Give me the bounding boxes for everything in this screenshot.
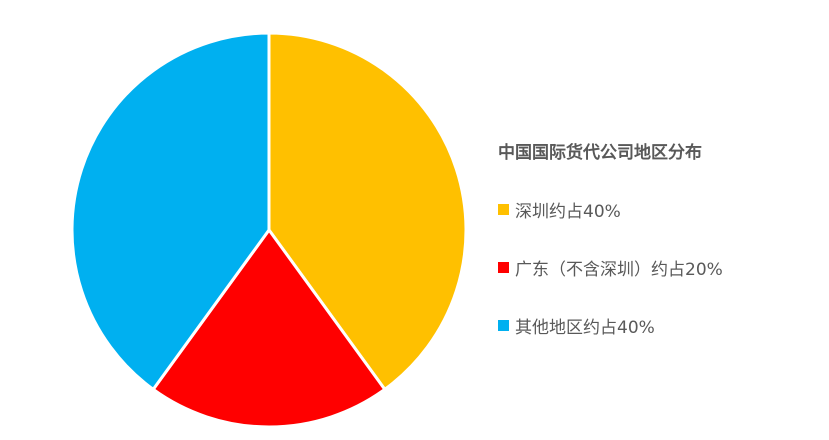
legend-label: 深圳约占40%	[515, 201, 621, 222]
chart-title: 中国国际货代公司地区分布	[498, 143, 702, 163]
legend-swatch	[498, 319, 509, 331]
legend: 中国国际货代公司地区分布 深圳约占40% 广东（不含深圳）约占20% 其他地区约…	[498, 138, 723, 371]
pie-slice-2	[70, 31, 271, 391]
legend-item-other: 其他地区约占40%	[498, 313, 723, 338]
legend-swatch	[498, 261, 509, 273]
pie-slice-0	[267, 31, 468, 391]
legend-item-shenzhen: 深圳约占40%	[498, 197, 723, 222]
pie-slice-1	[151, 228, 387, 429]
legend-label: 其他地区约占40%	[515, 317, 655, 338]
legend-swatch	[498, 203, 509, 215]
legend-label: 广东（不含深圳）约占20%	[515, 259, 723, 280]
legend-item-guangdong: 广东（不含深圳）约占20%	[498, 255, 723, 280]
